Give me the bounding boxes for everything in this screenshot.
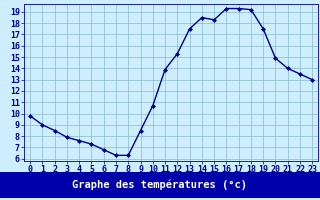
Text: Graphe des températures (°c): Graphe des températures (°c) [73,180,247,190]
